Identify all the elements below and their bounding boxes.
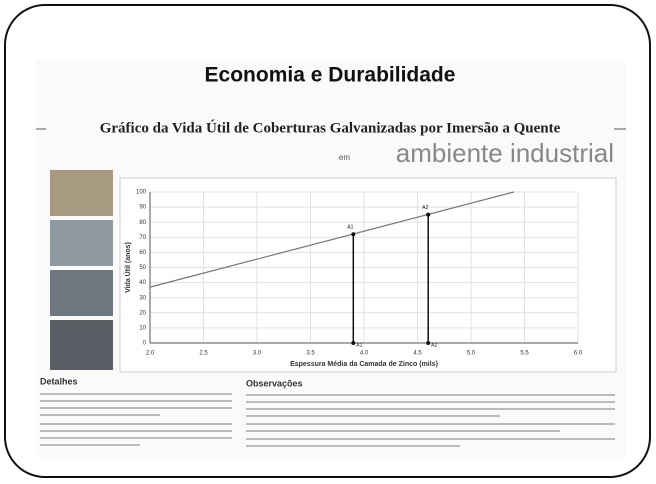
photo bbox=[50, 170, 113, 216]
y-tick-label: 60 bbox=[139, 250, 146, 256]
y-tick-label: 30 bbox=[139, 295, 146, 301]
x-tick-label: 4.0 bbox=[360, 351, 369, 357]
x-tick-label: 5.0 bbox=[467, 351, 476, 357]
y-tick-label: 40 bbox=[139, 280, 146, 286]
base-point bbox=[426, 341, 431, 345]
data-line bbox=[149, 191, 514, 288]
photo bbox=[50, 270, 113, 316]
photo bbox=[50, 220, 113, 266]
y-axis-label: Vida Útil (anos) bbox=[123, 242, 132, 293]
slide-title: Economia e Durabilidade bbox=[205, 64, 456, 87]
y-tick-label: 10 bbox=[139, 325, 146, 331]
x-tick-label: 3.0 bbox=[253, 351, 262, 357]
notes-heading: Observações bbox=[246, 378, 303, 388]
y-tick-label: 70 bbox=[139, 235, 146, 241]
y-tick-label: 100 bbox=[136, 190, 147, 196]
chart-box bbox=[119, 177, 617, 373]
y-tick-label: 20 bbox=[139, 310, 146, 316]
environment-prefix: em bbox=[339, 153, 350, 162]
y-tick-label: 80 bbox=[139, 220, 146, 226]
x-tick-label: 5.5 bbox=[520, 351, 529, 357]
x-axis-label: Espessura Média da Camada de Zinco (mils… bbox=[290, 361, 438, 368]
point-base-label: A2 bbox=[431, 342, 437, 348]
details-heading: Detalhes bbox=[40, 376, 78, 386]
y-tick-label: 90 bbox=[139, 205, 146, 211]
photo bbox=[50, 320, 113, 370]
base-point bbox=[351, 341, 356, 345]
point-label: A2 bbox=[422, 205, 428, 211]
x-tick-label: 2.5 bbox=[199, 351, 208, 357]
x-tick-label: 4.5 bbox=[413, 351, 422, 357]
y-tick-label: 0 bbox=[143, 341, 147, 347]
x-tick-label: 2.0 bbox=[146, 351, 155, 357]
point-base-label: A1 bbox=[356, 342, 362, 348]
point-label: A1 bbox=[347, 225, 353, 231]
environment: ambiente industrial bbox=[396, 138, 614, 168]
x-tick-label: 6.0 bbox=[574, 351, 583, 357]
illegible-text bbox=[40, 393, 615, 447]
y-tick-label: 50 bbox=[139, 265, 146, 271]
subtitle: Gráfico da Vida Útil de Coberturas Galva… bbox=[100, 119, 561, 136]
x-tick-label: 3.5 bbox=[306, 351, 315, 357]
point bbox=[426, 212, 431, 217]
point bbox=[351, 232, 356, 237]
